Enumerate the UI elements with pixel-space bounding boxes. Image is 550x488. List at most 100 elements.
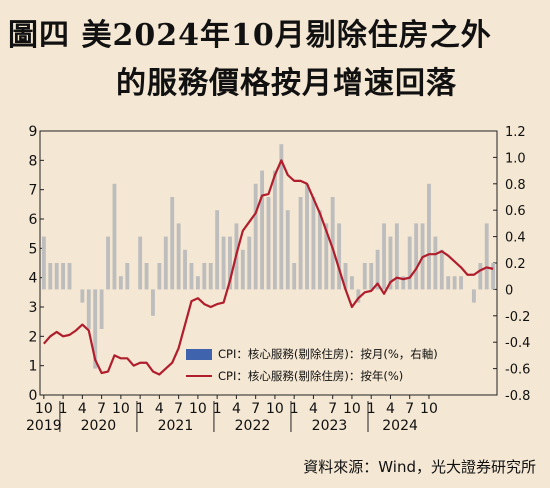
x-axis-year-label: 2019 bbox=[26, 418, 62, 434]
bar-mom bbox=[118, 276, 123, 290]
bar-mom bbox=[272, 170, 277, 290]
chart-title: 圖四 美2024年10月剔除住房之外 的服務價格按月增速回落 bbox=[8, 4, 544, 104]
bar-mom bbox=[157, 263, 162, 290]
x-axis-tick-label: 7 bbox=[174, 401, 183, 417]
bar-mom bbox=[285, 210, 290, 290]
bar-mom bbox=[401, 276, 406, 290]
bar-mom bbox=[388, 236, 393, 290]
bar-mom bbox=[112, 183, 117, 290]
bar-mom bbox=[163, 236, 168, 290]
bar-mom bbox=[138, 236, 143, 290]
bar-mom bbox=[221, 236, 226, 290]
left-axis-tick-label: 2 bbox=[29, 329, 38, 345]
bar-mom bbox=[106, 236, 110, 290]
x-axis-tick-label: 1 bbox=[367, 401, 376, 417]
bar-mom bbox=[439, 249, 444, 290]
left-axis-tick-label: 6 bbox=[29, 212, 38, 228]
right-axis-tick-label: -0.6 bbox=[505, 363, 530, 378]
bar-mom bbox=[459, 276, 463, 290]
bar-mom bbox=[317, 210, 322, 290]
x-axis-tick-label: 4 bbox=[232, 401, 241, 417]
bar-mom bbox=[491, 263, 496, 290]
bar-mom bbox=[189, 263, 194, 290]
left-axis-tick-label: 1 bbox=[29, 359, 38, 375]
bar-mom bbox=[452, 276, 457, 290]
bar-mom bbox=[144, 263, 149, 290]
x-axis-tick-label: 4 bbox=[78, 401, 87, 417]
bar-mom bbox=[375, 249, 380, 290]
bar-mom bbox=[176, 223, 181, 290]
legend-label-mom: CPI：核心服務(剔除住房)：按月(%，右軸) bbox=[218, 347, 438, 361]
bar-mom bbox=[471, 289, 476, 303]
x-axis-tick-label: 10 bbox=[266, 401, 284, 417]
bar-mom bbox=[151, 289, 155, 316]
left-axis-tick-label: 4 bbox=[29, 271, 38, 287]
bar-mom bbox=[298, 197, 303, 290]
bar-mom bbox=[343, 263, 348, 290]
bar-mom bbox=[292, 263, 297, 290]
bar-mom bbox=[350, 276, 354, 290]
bar-mom bbox=[394, 223, 399, 290]
bar-mom bbox=[247, 236, 252, 290]
legend-label-yoy: CPI：核心服務(剔除住房)：按年(%) bbox=[218, 369, 404, 383]
bar-mom bbox=[484, 223, 489, 290]
bar-mom bbox=[279, 144, 284, 290]
bar-mom bbox=[356, 289, 361, 303]
x-axis-year-label: 2022 bbox=[235, 418, 271, 434]
chart-legend: CPI：核心服務(剔除住房)：按月(%，右軸) CPI：核心服務(剔除住房)：按… bbox=[186, 344, 486, 388]
x-axis-tick-label: 10 bbox=[112, 401, 130, 417]
bar-mom bbox=[80, 289, 85, 303]
right-axis-tick-label: -0.4 bbox=[505, 336, 530, 351]
right-axis-tick-label: -0.2 bbox=[505, 310, 530, 325]
bar-mom bbox=[41, 236, 46, 290]
bar-mom bbox=[195, 276, 200, 290]
bar-mom bbox=[228, 236, 232, 290]
bar-mom bbox=[215, 210, 220, 290]
bar-mom bbox=[183, 249, 187, 290]
bar-mom bbox=[266, 197, 271, 290]
x-axis-year-label: 2020 bbox=[81, 418, 117, 434]
bar-mom bbox=[478, 263, 483, 290]
line-yoy bbox=[43, 159, 494, 376]
bar-mom bbox=[125, 263, 130, 290]
legend-swatch-bar bbox=[186, 348, 212, 360]
right-axis-tick-label: 0 bbox=[505, 283, 513, 298]
bar-mom bbox=[260, 170, 265, 290]
bar-mom bbox=[337, 223, 342, 290]
bar-mom bbox=[253, 183, 258, 290]
source-note: 資料來源：Wind，光大證券研究所 bbox=[303, 458, 536, 476]
left-axis-tick-label: 7 bbox=[29, 183, 38, 199]
bar-mom bbox=[446, 276, 451, 290]
right-axis-tick-label: 0.8 bbox=[505, 178, 526, 193]
right-axis-tick-label: -0.8 bbox=[505, 389, 530, 404]
bar-mom bbox=[305, 183, 309, 290]
bar-mom bbox=[324, 223, 329, 290]
legend-item-yoy: CPI：核心服務(剔除住房)：按年(%) bbox=[186, 366, 403, 386]
bar-mom bbox=[240, 249, 245, 290]
bar-mom bbox=[427, 183, 431, 290]
right-axis-tick-label: 0.2 bbox=[505, 257, 526, 272]
title-line-2: 的服務價格按月增速回落 bbox=[116, 66, 457, 101]
right-axis-tick-label: 0.6 bbox=[505, 204, 526, 219]
bar-mom bbox=[202, 263, 207, 290]
right-axis-tick-label: 1.0 bbox=[505, 151, 526, 166]
left-axis-tick-label: 0 bbox=[29, 388, 38, 404]
x-axis-tick-label: 1 bbox=[213, 401, 222, 417]
x-axis-year-label: 2024 bbox=[382, 418, 418, 434]
bar-mom bbox=[330, 197, 335, 290]
bar-mom bbox=[54, 263, 59, 290]
x-axis-tick-label: 1 bbox=[290, 401, 299, 417]
x-axis-tick-label: 4 bbox=[155, 401, 164, 417]
right-axis-tick-label: 1.2 bbox=[505, 125, 526, 140]
bar-mom bbox=[382, 223, 386, 290]
x-axis-tick-label: 7 bbox=[251, 401, 260, 417]
left-axis-tick-label: 5 bbox=[29, 241, 38, 257]
bar-mom bbox=[61, 263, 66, 290]
x-axis-tick-label: 7 bbox=[328, 401, 337, 417]
title-line-1: 圖四 美2024年10月剔除住房之外 bbox=[8, 18, 492, 53]
x-axis-tick-label: 4 bbox=[309, 401, 318, 417]
bar-mom bbox=[369, 263, 374, 290]
x-axis-year-label: 2023 bbox=[312, 418, 348, 434]
bar-mom bbox=[414, 223, 419, 290]
